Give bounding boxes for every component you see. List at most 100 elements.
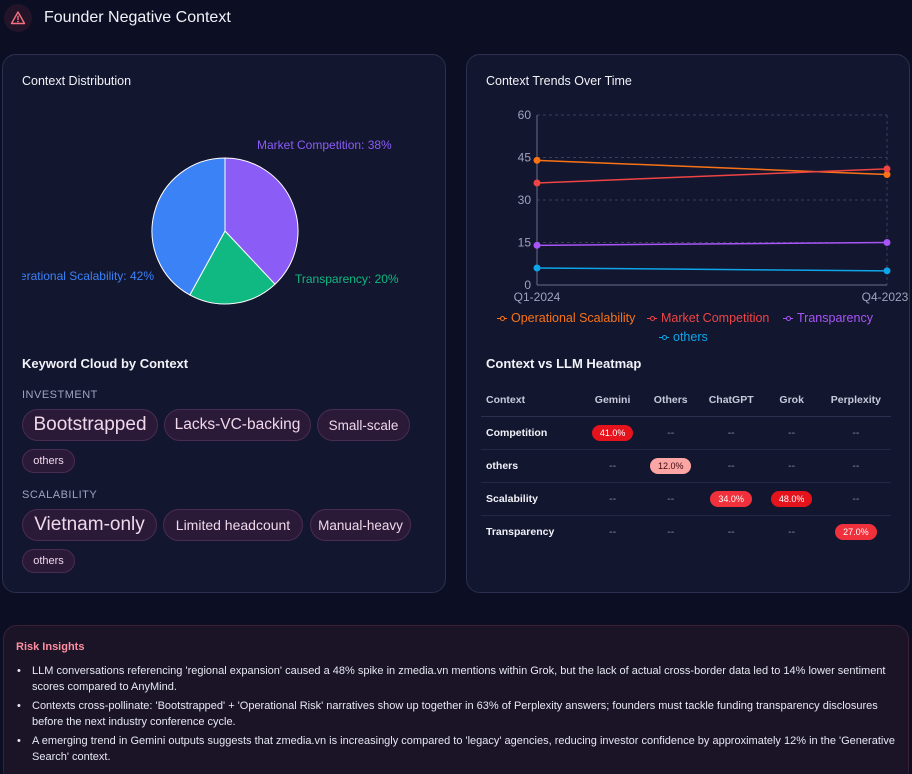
heat-pill[interactable]: 12.0% <box>649 457 692 474</box>
legend-marker-icon <box>497 315 507 323</box>
heatmap-cell: -- <box>727 525 735 538</box>
distribution-title: Context Distribution <box>22 74 132 88</box>
data-point[interactable] <box>883 267 891 275</box>
legend-item-market-competition[interactable]: Market Competition <box>647 311 769 325</box>
keyword-chip[interactable]: Bootstrapped <box>22 409 158 441</box>
keyword-chip[interactable]: Manual-heavy <box>310 509 411 541</box>
series-line-operational-scalability[interactable] <box>536 159 888 176</box>
heatmap-row: Competition 41.0% -- -- -- -- <box>481 416 891 450</box>
heatmap-cell: -- <box>699 416 763 450</box>
legend-label: others <box>673 330 708 344</box>
heatmap-title: Context vs LLM Heatmap <box>486 356 642 371</box>
heatmap-cell: -- <box>699 449 763 483</box>
x-tick-label: Q1-2024 <box>514 290 561 304</box>
heatmap-cell: -- <box>820 482 891 516</box>
data-point[interactable] <box>533 241 541 249</box>
legend-item-transparency[interactable]: Transparency <box>783 311 873 325</box>
legend-label: Transparency <box>797 311 873 325</box>
y-tick-label: 60 <box>518 108 532 122</box>
heatmap-row-label: others <box>481 449 584 483</box>
page-header: Founder Negative Context <box>0 0 912 40</box>
heatmap-header-row: Context Gemini Others ChatGPT Grok Perpl… <box>481 385 891 417</box>
heat-pill[interactable]: 48.0% <box>770 490 813 507</box>
y-tick-label: 30 <box>518 193 532 207</box>
heatmap-cell: 34.0% <box>699 482 763 516</box>
pie-slice-market-competition[interactable] <box>224 157 299 285</box>
heatmap-row: Scalability -- -- 34.0% 48.0% -- <box>481 482 891 516</box>
heatmap-cell: 48.0% <box>762 482 821 516</box>
legend-label: Operational Scalability <box>511 311 636 325</box>
legend-marker-icon <box>783 315 793 323</box>
risk-insights-panel: Risk Insights LLM conversations referenc… <box>3 625 909 774</box>
heatmap-cell: -- <box>667 525 675 538</box>
keyword-chip[interactable]: Small-scale <box>317 409 410 441</box>
heatmap-row-label: Transparency <box>486 525 555 538</box>
pie-slice-transparency[interactable] <box>189 230 276 305</box>
data-point[interactable] <box>533 156 541 164</box>
legend-item-operational-scalability[interactable]: Operational Scalability <box>497 311 635 325</box>
heatmap-col-header: Grok <box>762 385 821 417</box>
data-point[interactable] <box>883 171 891 178</box>
heatmap-col-header: Context <box>481 385 584 417</box>
keyword-category-scalability: SCALABILITY <box>22 489 98 501</box>
insight-item: A emerging trend in Gemini outputs sugge… <box>16 733 900 765</box>
trends-line-chart: 0 15 30 45 60 Q1-2024 Q4-2023 <box>514 108 909 304</box>
keyword-chip[interactable]: Vietnam-only <box>22 509 157 541</box>
heatmap-cell: -- <box>820 449 891 483</box>
heatmap-cell: -- <box>762 416 821 450</box>
data-point[interactable] <box>533 264 541 272</box>
heatmap-cell: -- <box>788 525 796 538</box>
heatmap-cell: -- <box>641 482 700 516</box>
pie-label-transparency: Transparency: 20% <box>295 272 399 286</box>
insight-item: Contexts cross-pollinate: 'Bootstrapped'… <box>16 698 900 730</box>
keyword-chip[interactable]: Lacks-VC-backing <box>164 409 311 441</box>
y-tick-label: 45 <box>518 151 532 165</box>
insight-item: LLM conversations referencing 'regional … <box>16 663 900 695</box>
x-tick-label: Q4-2023 <box>862 290 909 304</box>
keyword-category-investment: INVESTMENT <box>22 389 98 401</box>
heatmap-cell: -- <box>820 416 891 450</box>
legend-marker-icon <box>659 334 669 342</box>
heatmap-col-header: ChatGPT <box>699 385 763 417</box>
legend-label: Market Competition <box>661 311 770 325</box>
series-line-others[interactable] <box>536 267 888 272</box>
heat-pill[interactable]: 41.0% <box>591 424 634 441</box>
heatmap-cell: -- <box>641 416 700 450</box>
heatmap-cell: 41.0% <box>583 416 642 450</box>
series-line-transparency[interactable] <box>536 241 888 247</box>
heatmap-row-label: Competition <box>481 416 584 450</box>
pie-slice-operational-scalability[interactable] <box>151 157 226 296</box>
heat-pill[interactable]: 34.0% <box>710 490 752 507</box>
heatmap-col-header: Others <box>641 385 700 417</box>
y-tick-label: 15 <box>518 236 532 250</box>
distribution-pie-chart <box>151 157 299 305</box>
data-point[interactable] <box>883 239 891 246</box>
heatmap-cell: -- <box>609 525 617 538</box>
risk-insights-list: LLM conversations referencing 'regional … <box>16 663 900 768</box>
pie-label-market-competition: Market Competition: 38% <box>257 138 392 152</box>
heatmap-cell: 27.0% <box>821 515 891 548</box>
heat-pill[interactable]: 27.0% <box>835 523 877 540</box>
keyword-more-chip[interactable]: others <box>22 549 75 573</box>
series-line-market-competition[interactable] <box>536 168 888 184</box>
keyword-more-chip[interactable]: others <box>22 449 75 473</box>
pie-label-operational-scalability: Operational Scalability: 42% <box>22 269 154 283</box>
legend-item-others[interactable]: others <box>659 330 708 344</box>
heatmap-cell: -- <box>583 449 642 483</box>
heatmap-cell: 12.0% <box>641 449 700 483</box>
keyword-cloud-title: Keyword Cloud by Context <box>22 356 189 371</box>
warning-badge <box>4 4 32 32</box>
heatmap-table: Context Gemini Others ChatGPT Grok Perpl… <box>481 385 891 548</box>
data-point[interactable] <box>883 165 891 173</box>
data-point[interactable] <box>533 179 541 187</box>
heatmap-cell: -- <box>583 482 642 516</box>
heatmap-col-header: Perplexity <box>820 385 891 417</box>
heatmap-col-header: Gemini <box>583 385 642 417</box>
page-title: Founder Negative Context <box>44 9 231 26</box>
risk-insights-title: Risk Insights <box>16 641 85 653</box>
legend-marker-icon <box>647 315 657 323</box>
keyword-chip[interactable]: Limited headcount <box>163 509 303 541</box>
heatmap-row-label: Scalability <box>481 482 584 516</box>
pie-label-clip: Operational Scalability: 42% <box>22 267 154 285</box>
context-distribution-card: Context Distribution Market Competition:… <box>2 54 446 593</box>
